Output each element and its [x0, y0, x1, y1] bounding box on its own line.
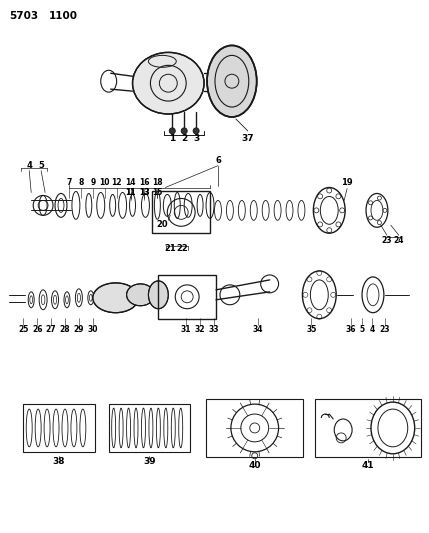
Ellipse shape	[127, 284, 154, 306]
Circle shape	[181, 128, 187, 134]
Text: 4: 4	[369, 325, 375, 334]
Text: 31: 31	[181, 325, 191, 334]
Ellipse shape	[93, 283, 139, 313]
Text: 16: 16	[139, 178, 150, 187]
Text: 11: 11	[125, 188, 136, 197]
Bar	[158, 275, 216, 319]
Text: 39: 39	[143, 457, 156, 466]
Text: 4: 4	[26, 161, 32, 170]
Ellipse shape	[207, 45, 257, 117]
Text: 41: 41	[362, 461, 375, 470]
Text: 34: 34	[253, 325, 263, 334]
Text: 18: 18	[152, 178, 163, 187]
Text: 11: 11	[125, 188, 136, 197]
Text: 6: 6	[215, 156, 221, 165]
Text: 8: 8	[78, 178, 84, 187]
Text: 38: 38	[53, 457, 65, 466]
Text: 13: 13	[139, 188, 150, 197]
Bar	[206, 399, 303, 457]
Text: 1100: 1100	[49, 11, 78, 21]
Bar	[109, 404, 190, 452]
Text: 5703: 5703	[9, 11, 39, 21]
Text: 10: 10	[100, 178, 110, 187]
Text: 28: 28	[60, 325, 70, 334]
Text: 15: 15	[152, 188, 163, 197]
Text: 23: 23	[382, 236, 392, 245]
Text: 33: 33	[209, 325, 219, 334]
Ellipse shape	[148, 281, 168, 309]
Text: 30: 30	[88, 325, 98, 334]
Text: 40: 40	[248, 461, 261, 470]
Text: 5: 5	[38, 161, 44, 170]
Text: 3: 3	[193, 134, 199, 143]
Text: 2: 2	[181, 134, 187, 143]
Text: 14: 14	[125, 178, 136, 187]
Text: 5: 5	[360, 325, 365, 334]
Text: 32: 32	[195, 325, 205, 334]
Text: 9: 9	[90, 178, 95, 187]
Text: 25: 25	[18, 325, 28, 334]
Circle shape	[193, 128, 199, 134]
Text: 29: 29	[74, 325, 84, 334]
Text: 22: 22	[176, 244, 188, 253]
Text: 1: 1	[169, 134, 175, 143]
Text: 24: 24	[393, 236, 404, 245]
Bar	[315, 399, 421, 457]
Bar	[152, 191, 210, 233]
Bar	[23, 404, 95, 452]
Ellipse shape	[133, 52, 204, 114]
Text: 7: 7	[66, 178, 72, 187]
Circle shape	[169, 128, 175, 134]
Text: 37: 37	[242, 134, 254, 143]
Text: 35: 35	[306, 325, 317, 334]
Text: 27: 27	[46, 325, 56, 334]
Text: 26: 26	[32, 325, 42, 334]
Text: 23: 23	[380, 325, 390, 334]
Text: 21: 21	[164, 244, 176, 253]
Text: 20: 20	[157, 220, 168, 229]
Text: 36: 36	[346, 325, 356, 334]
Text: 13: 13	[139, 188, 150, 197]
Text: 19: 19	[341, 178, 353, 187]
Text: 12: 12	[112, 178, 122, 187]
